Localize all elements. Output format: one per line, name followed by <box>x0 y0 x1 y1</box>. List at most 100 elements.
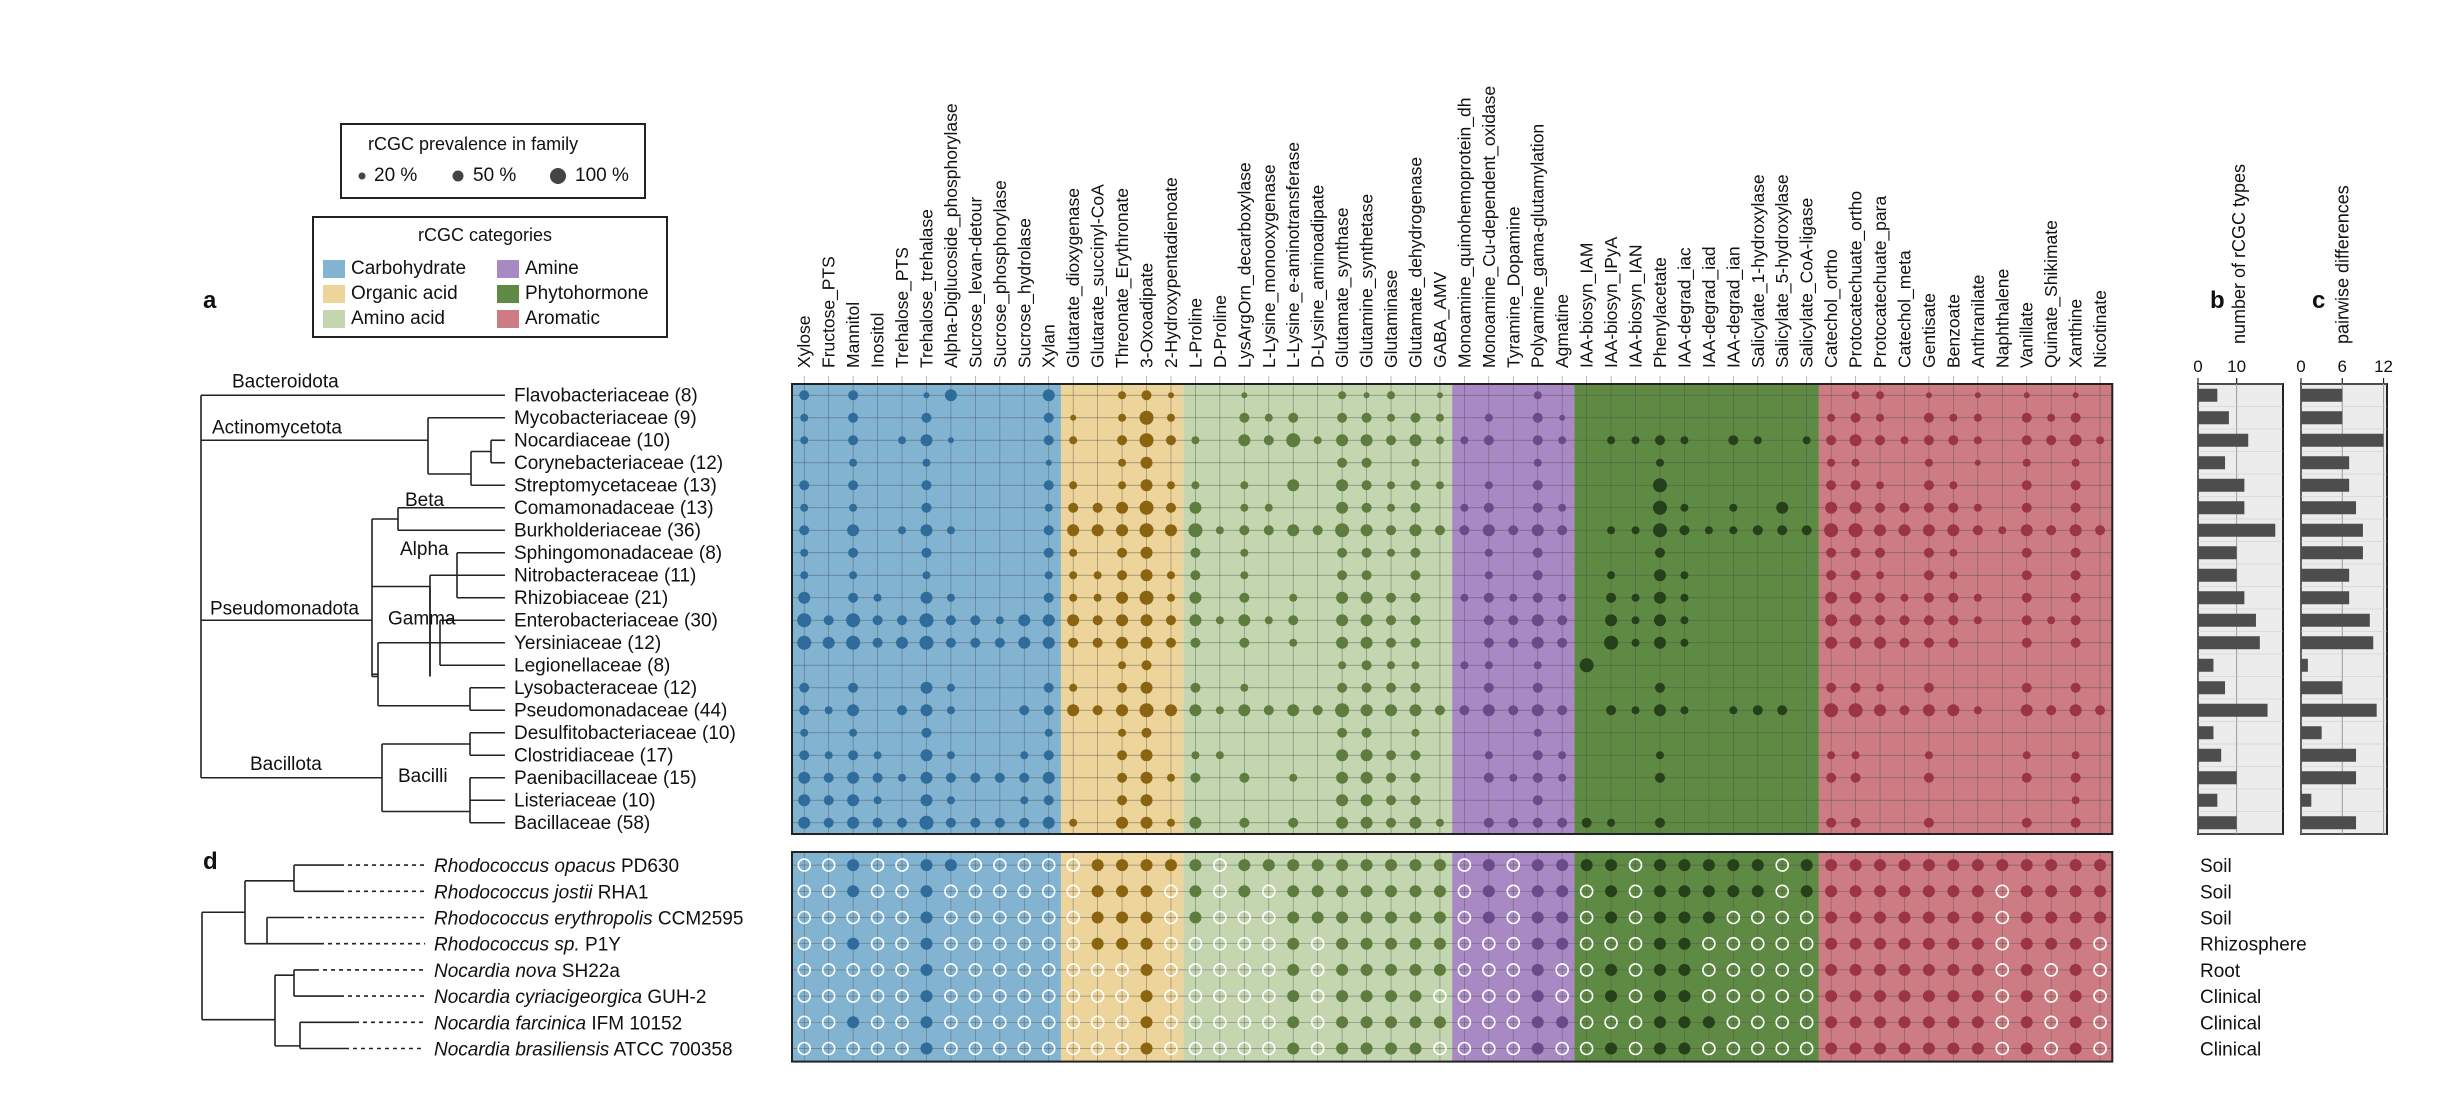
strain-dot-absent <box>821 936 836 951</box>
prevalence-dot <box>1949 413 1958 422</box>
prevalence-dot <box>1899 705 1910 716</box>
prevalence-dot <box>1164 704 1177 717</box>
strain-dot-absent <box>1213 910 1227 925</box>
strain-dot-absent <box>968 936 983 951</box>
prevalence-dot <box>1923 480 1934 491</box>
strain-dot-present <box>1336 963 1349 976</box>
prevalence-dot <box>1360 704 1373 717</box>
strain-dot-present <box>920 963 933 976</box>
strain-dot-absent <box>1213 1041 1227 1056</box>
prevalence-dot <box>1117 435 1128 446</box>
strain-dot-present <box>1531 990 1544 1003</box>
strain-dot-absent <box>1457 910 1472 925</box>
strain-dot-absent <box>1041 858 1056 872</box>
prevalence-dot <box>1336 749 1349 762</box>
family-label: Nocardiaceae (10) <box>514 430 670 451</box>
prevalence-dot <box>896 636 909 649</box>
prevalence-dot <box>1876 571 1885 580</box>
prevalence-dot <box>872 637 883 648</box>
column-label: Naphthalene <box>1992 269 2012 368</box>
prevalence-dot <box>1875 547 1886 558</box>
matrix-frame <box>791 383 2114 835</box>
prevalence-dot <box>1140 479 1153 492</box>
strain-dot-absent <box>1310 1041 1325 1056</box>
strain-dot-present <box>1874 885 1887 898</box>
prevalence-dot <box>1851 458 1860 467</box>
family-label: Mycobacteriaceae (9) <box>514 408 697 429</box>
prevalence-dot <box>1190 570 1201 581</box>
prevalence-dot <box>1241 392 1248 399</box>
strain-dot-present <box>1385 1016 1398 1029</box>
panel-c-bar <box>2301 636 2374 650</box>
prevalence-dot <box>1827 413 1836 422</box>
prevalence-dot <box>1922 704 1935 717</box>
prevalence-dot <box>1533 458 1542 467</box>
prevalence-dot <box>1067 614 1080 627</box>
strain-dot-absent <box>1041 963 1056 977</box>
prevalence-dot <box>1093 593 1102 602</box>
strain-dot-absent <box>1066 1041 1080 1056</box>
prevalence-dot <box>1361 457 1372 468</box>
prevalence-dot <box>1139 410 1154 425</box>
panel-c-bar <box>2301 388 2343 402</box>
prevalence-dot <box>1557 637 1568 648</box>
strain-dot-absent <box>1066 884 1080 899</box>
strain-label: Rhodococcus jostii RHA1 <box>434 882 648 903</box>
strain-dot-present <box>2020 937 2033 950</box>
prevalence-dot <box>1386 795 1397 806</box>
strain-dot-absent <box>797 1015 812 1030</box>
strain-dot-present <box>2094 859 2107 872</box>
strain-dot-present <box>1433 885 1446 898</box>
prevalence-dot <box>1827 458 1836 467</box>
prevalence-dot <box>922 571 931 580</box>
prevalence-dot <box>1410 412 1421 423</box>
prevalence-dot <box>2070 480 2081 491</box>
prevalence-dot <box>1631 706 1640 715</box>
prevalence-dot <box>848 412 859 423</box>
prevalence-dot <box>1092 637 1103 648</box>
strain-dot-absent <box>1702 936 1716 951</box>
prevalence-dot <box>1117 750 1128 761</box>
strain-dot-absent <box>1237 1041 1252 1056</box>
strain-dot-absent <box>1017 936 1032 951</box>
prevalence-dot <box>1923 772 1934 783</box>
strain-dot-present <box>2069 937 2082 950</box>
prevalence-dot <box>1069 571 1078 580</box>
prevalence-dot <box>1581 817 1592 828</box>
prevalence-dot <box>1680 638 1689 647</box>
prevalence-dot <box>1483 772 1494 783</box>
strain-dot-present <box>2020 1042 2033 1055</box>
column-label: Sucrose_phosphorylase <box>990 180 1011 368</box>
prevalence-dot <box>1069 548 1078 557</box>
prevalence-dot <box>1363 392 1370 399</box>
prevalence-dot <box>1606 592 1617 603</box>
prevalence-dot <box>847 524 860 537</box>
strain-dot-absent <box>895 936 909 951</box>
column-label: Nicotinate <box>2090 290 2110 368</box>
strain-dot-absent <box>1066 963 1080 977</box>
strain-dot-present <box>1922 990 1935 1003</box>
strain-dot-present <box>1433 963 1446 976</box>
prevalence-dot <box>1460 593 1469 602</box>
strain-dot-absent <box>1213 936 1227 951</box>
strain-dot-absent <box>1579 910 1594 925</box>
column-label: Xanthine <box>2066 299 2086 368</box>
column-label: Tyramine_Dopamine <box>1503 207 1524 368</box>
strain-dot-present <box>1385 990 1398 1003</box>
prevalence-dot <box>1092 705 1103 716</box>
strain-dot-absent <box>1702 989 1716 1003</box>
prevalence-dot <box>2021 637 2032 648</box>
prevalence-dot <box>1434 525 1445 536</box>
prevalence-dot <box>2021 412 2032 423</box>
strain-dot-present <box>1482 859 1495 872</box>
strain-dot-absent <box>1017 989 1032 1003</box>
clade-label-beta: Beta <box>405 490 445 511</box>
prevalence-dot <box>1043 795 1054 806</box>
family-label: Flavobacteriaceae (8) <box>514 385 698 406</box>
prevalence-dot <box>1436 392 1443 399</box>
strain-dot-present <box>1140 963 1153 976</box>
prevalence-dot <box>1851 391 1860 400</box>
strain-dot-present <box>1678 911 1691 924</box>
column-labels: Xylose Fructose_PTS Mannitol Inositol Trehal… <box>794 86 2110 368</box>
prevalence-dot <box>1533 391 1542 400</box>
